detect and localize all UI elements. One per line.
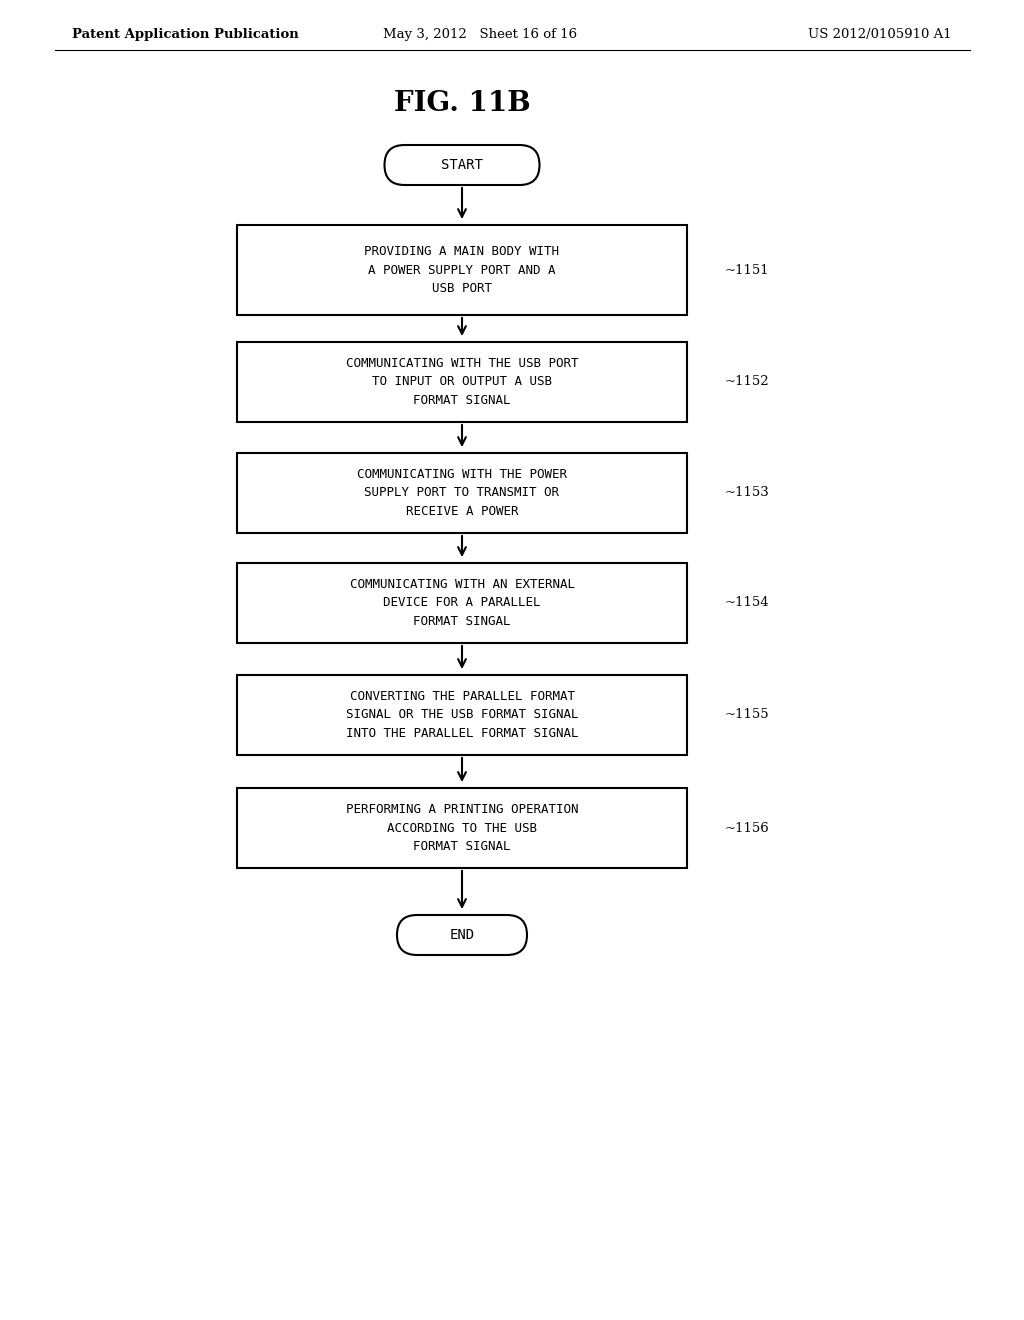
FancyBboxPatch shape xyxy=(397,915,527,954)
Text: COMMUNICATING WITH THE USB PORT
TO INPUT OR OUTPUT A USB
FORMAT SIGNAL: COMMUNICATING WITH THE USB PORT TO INPUT… xyxy=(346,356,579,407)
Text: US 2012/0105910 A1: US 2012/0105910 A1 xyxy=(808,28,952,41)
Text: START: START xyxy=(441,158,483,172)
Text: ~1154: ~1154 xyxy=(725,597,770,610)
Text: CONVERTING THE PARALLEL FORMAT
SIGNAL OR THE USB FORMAT SIGNAL
INTO THE PARALLEL: CONVERTING THE PARALLEL FORMAT SIGNAL OR… xyxy=(346,690,579,741)
FancyBboxPatch shape xyxy=(237,224,687,315)
FancyBboxPatch shape xyxy=(237,564,687,643)
Text: ~1155: ~1155 xyxy=(725,709,770,722)
FancyBboxPatch shape xyxy=(237,342,687,422)
FancyBboxPatch shape xyxy=(237,675,687,755)
FancyBboxPatch shape xyxy=(237,788,687,869)
Text: END: END xyxy=(450,928,474,942)
Text: COMMUNICATING WITH AN EXTERNAL
DEVICE FOR A PARALLEL
FORMAT SINGAL: COMMUNICATING WITH AN EXTERNAL DEVICE FO… xyxy=(349,578,574,628)
Text: ~1153: ~1153 xyxy=(725,487,770,499)
Text: PROVIDING A MAIN BODY WITH
A POWER SUPPLY PORT AND A
USB PORT: PROVIDING A MAIN BODY WITH A POWER SUPPL… xyxy=(365,246,559,294)
Text: Patent Application Publication: Patent Application Publication xyxy=(72,28,299,41)
FancyBboxPatch shape xyxy=(237,453,687,533)
Text: COMMUNICATING WITH THE POWER
SUPPLY PORT TO TRANSMIT OR
RECEIVE A POWER: COMMUNICATING WITH THE POWER SUPPLY PORT… xyxy=(357,469,567,517)
Text: ~1152: ~1152 xyxy=(725,375,770,388)
Text: ~1156: ~1156 xyxy=(725,821,770,834)
Text: FIG. 11B: FIG. 11B xyxy=(393,90,530,117)
Text: PERFORMING A PRINTING OPERATION
ACCORDING TO THE USB
FORMAT SIGNAL: PERFORMING A PRINTING OPERATION ACCORDIN… xyxy=(346,803,579,853)
Text: May 3, 2012   Sheet 16 of 16: May 3, 2012 Sheet 16 of 16 xyxy=(383,28,578,41)
Text: ~1151: ~1151 xyxy=(725,264,770,276)
FancyBboxPatch shape xyxy=(384,145,540,185)
